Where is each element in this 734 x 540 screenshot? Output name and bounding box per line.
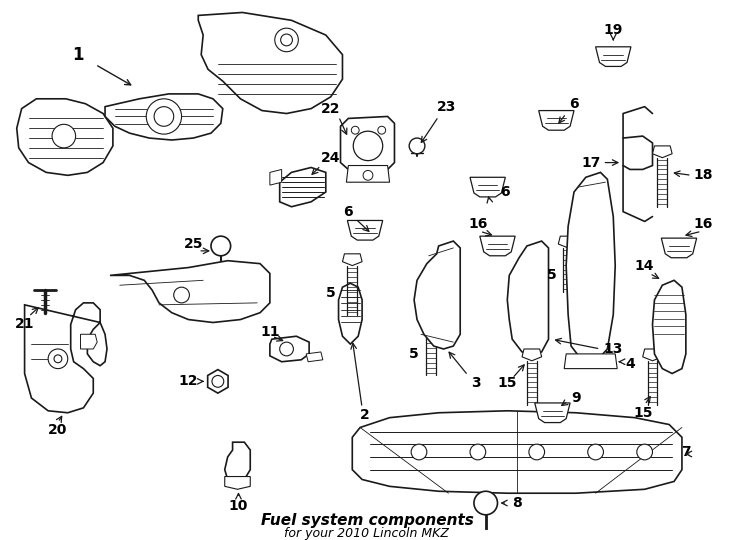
- Polygon shape: [270, 336, 309, 362]
- Text: 13: 13: [603, 342, 623, 356]
- Text: 20: 20: [48, 423, 68, 437]
- Circle shape: [588, 444, 603, 460]
- Polygon shape: [507, 241, 548, 354]
- Polygon shape: [25, 303, 107, 413]
- Text: 15: 15: [633, 406, 653, 420]
- Polygon shape: [480, 236, 515, 256]
- Text: 21: 21: [15, 318, 34, 332]
- Text: 7: 7: [681, 445, 691, 459]
- Text: 18: 18: [694, 168, 713, 183]
- Circle shape: [378, 126, 385, 134]
- Circle shape: [275, 28, 298, 52]
- Text: 4: 4: [625, 357, 635, 370]
- Text: 5: 5: [326, 286, 335, 300]
- Polygon shape: [564, 354, 617, 369]
- Circle shape: [48, 349, 68, 369]
- Polygon shape: [280, 167, 326, 207]
- Polygon shape: [653, 280, 686, 374]
- Polygon shape: [643, 349, 662, 361]
- Polygon shape: [338, 284, 362, 344]
- Text: 10: 10: [229, 499, 248, 513]
- Polygon shape: [225, 442, 250, 483]
- Circle shape: [280, 34, 292, 46]
- Polygon shape: [559, 236, 578, 248]
- Polygon shape: [198, 12, 343, 113]
- Polygon shape: [347, 220, 382, 240]
- Circle shape: [470, 444, 486, 460]
- Circle shape: [474, 491, 498, 515]
- Circle shape: [211, 236, 230, 256]
- Text: 6: 6: [569, 97, 579, 111]
- Circle shape: [52, 124, 76, 148]
- Polygon shape: [421, 315, 440, 326]
- Polygon shape: [539, 111, 574, 130]
- Text: 16: 16: [694, 218, 713, 231]
- Text: 25: 25: [184, 237, 203, 251]
- Polygon shape: [522, 349, 542, 361]
- Polygon shape: [17, 99, 113, 176]
- Text: for your 2010 Lincoln MKZ: for your 2010 Lincoln MKZ: [285, 527, 449, 540]
- Circle shape: [212, 375, 224, 387]
- Polygon shape: [535, 403, 570, 423]
- Circle shape: [353, 131, 382, 160]
- Polygon shape: [270, 170, 282, 185]
- Text: 2: 2: [360, 408, 370, 422]
- Polygon shape: [595, 47, 631, 66]
- Polygon shape: [105, 94, 223, 140]
- Circle shape: [529, 444, 545, 460]
- Polygon shape: [225, 476, 250, 489]
- Text: 22: 22: [321, 102, 341, 116]
- Text: 12: 12: [178, 374, 198, 388]
- Text: 24: 24: [321, 151, 341, 165]
- Polygon shape: [110, 261, 270, 322]
- Text: 6: 6: [501, 185, 510, 199]
- Polygon shape: [352, 411, 682, 493]
- Polygon shape: [653, 146, 672, 158]
- Circle shape: [280, 342, 294, 356]
- Polygon shape: [81, 334, 97, 349]
- Text: 15: 15: [498, 376, 517, 390]
- Text: 8: 8: [512, 496, 522, 510]
- Circle shape: [637, 444, 653, 460]
- Polygon shape: [346, 166, 390, 182]
- Text: 23: 23: [437, 100, 456, 113]
- Text: 11: 11: [260, 325, 280, 339]
- Polygon shape: [661, 238, 697, 258]
- Text: 19: 19: [603, 23, 623, 37]
- Polygon shape: [566, 172, 615, 362]
- Circle shape: [54, 355, 62, 363]
- Text: 3: 3: [471, 376, 481, 390]
- Polygon shape: [343, 254, 362, 266]
- Circle shape: [154, 107, 174, 126]
- Polygon shape: [341, 117, 394, 170]
- Polygon shape: [470, 177, 505, 197]
- Text: 14: 14: [635, 259, 655, 273]
- Text: 17: 17: [581, 156, 600, 170]
- Polygon shape: [306, 352, 323, 362]
- Circle shape: [352, 126, 359, 134]
- Text: 6: 6: [344, 205, 353, 219]
- Circle shape: [174, 287, 189, 303]
- Polygon shape: [208, 369, 228, 393]
- Text: Fuel system components: Fuel system components: [261, 513, 473, 528]
- Polygon shape: [623, 136, 653, 170]
- Text: 9: 9: [571, 391, 581, 405]
- Circle shape: [146, 99, 181, 134]
- Circle shape: [411, 444, 427, 460]
- Circle shape: [409, 138, 425, 154]
- Polygon shape: [414, 241, 460, 349]
- Text: 16: 16: [468, 218, 487, 231]
- Text: 1: 1: [72, 46, 84, 64]
- Circle shape: [363, 171, 373, 180]
- Text: 5: 5: [547, 268, 556, 282]
- Text: 5: 5: [410, 347, 419, 361]
